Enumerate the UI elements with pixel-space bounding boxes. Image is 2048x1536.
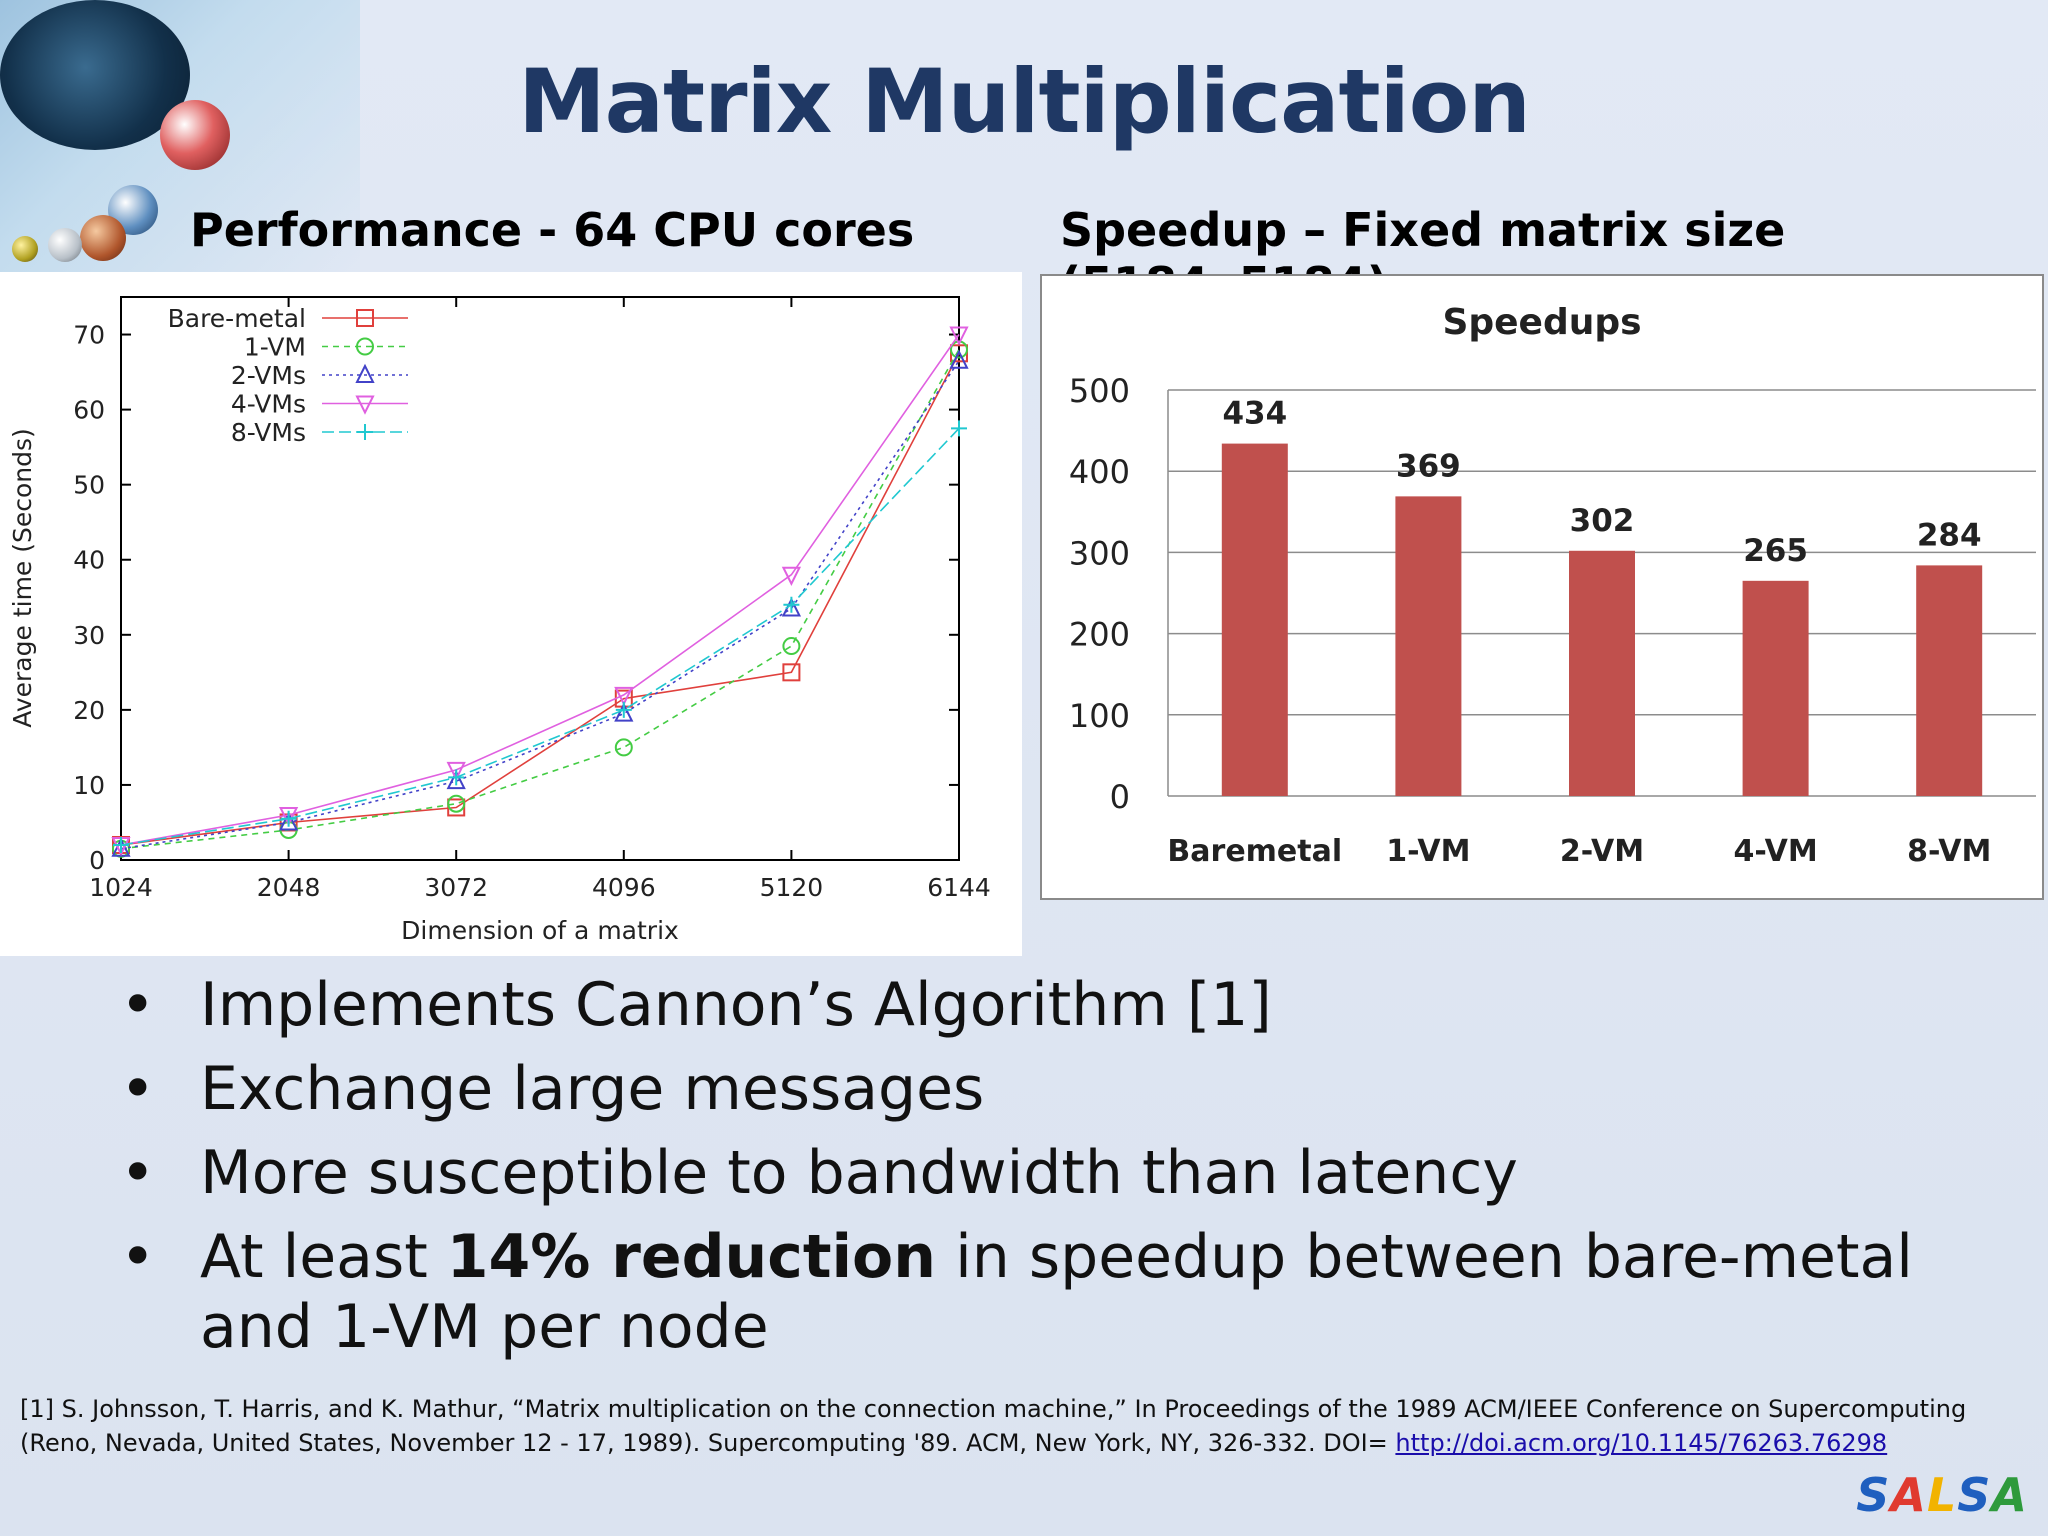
category-label: 2-VM — [1560, 834, 1644, 869]
bar-value-label: 265 — [1743, 533, 1808, 569]
data-point — [356, 309, 374, 327]
logo-letter: L — [1926, 1468, 1958, 1522]
bar-value-label: 434 — [1222, 396, 1287, 432]
globe-icon — [48, 228, 82, 262]
y-tick-label: 300 — [1069, 534, 1130, 572]
plot-frame — [120, 296, 960, 861]
series-line — [120, 360, 960, 850]
x-tick-label: 5120 — [760, 873, 824, 902]
bullet-text: At least — [200, 1222, 447, 1292]
y-tick-label: 60 — [73, 396, 105, 425]
bar — [1221, 443, 1288, 796]
logo-letter: A — [1991, 1468, 2028, 1522]
y-tick-label: 50 — [73, 471, 105, 500]
x-tick-label: 2048 — [257, 873, 321, 902]
bullet-item: Exchange large messages — [120, 1054, 2020, 1124]
legend-label: 2-VMs — [231, 361, 306, 390]
data-point — [447, 794, 466, 813]
citation-text: [1] S. Johnsson, T. Harris, and K. Mathu… — [20, 1395, 1967, 1457]
y-tick-label: 100 — [1069, 697, 1130, 735]
data-point — [355, 395, 375, 415]
y-tick-label: 0 — [89, 846, 105, 875]
series-line — [120, 427, 960, 846]
x-tick-label: 1024 — [89, 873, 153, 902]
slide-title: Matrix Multiplication — [518, 50, 1531, 153]
bar-value-label: 284 — [1917, 517, 1982, 553]
category-label: 8-VM — [1907, 834, 1991, 869]
y-tick-label: 20 — [73, 696, 105, 725]
globe-icon — [12, 236, 38, 262]
data-point — [355, 363, 375, 383]
globe-icon — [160, 100, 230, 170]
y-tick-label: 400 — [1069, 453, 1130, 491]
data-point — [446, 761, 466, 782]
bar — [1742, 580, 1809, 796]
bullet-list: Implements Cannon’s Algorithm [1] Exchan… — [120, 970, 2020, 1376]
data-point — [280, 810, 297, 827]
bar-value-label: 369 — [1396, 448, 1461, 484]
y-tick-label: 70 — [73, 321, 105, 350]
globe-icon — [80, 215, 126, 261]
bar-chart-title: Speedups — [1442, 302, 1641, 343]
x-tick-label: 6144 — [927, 873, 991, 902]
x-tick-label: 3072 — [424, 873, 488, 902]
y-tick-label: 30 — [73, 621, 105, 650]
data-point — [356, 337, 374, 356]
data-point — [278, 806, 299, 827]
bar-value-label: 302 — [1570, 503, 1635, 539]
data-point — [949, 349, 969, 369]
citation-footnote: [1] S. Johnsson, T. Harris, and K. Mathu… — [20, 1392, 2020, 1460]
category-label: Baremetal — [1167, 834, 1342, 869]
x-axis-title: Dimension of a matrix — [401, 916, 679, 945]
speedup-bar-chart: Speedups 0 100 200 300 400 500 434 Baremetal 36… — [1040, 274, 2044, 900]
legend-label: 1-VM — [244, 333, 306, 362]
data-point — [615, 701, 632, 718]
data-point — [357, 424, 373, 440]
data-point — [951, 420, 967, 437]
performance-subtitle: Performance - 64 CPU cores — [190, 203, 915, 257]
bullet-item: More susceptible to bandwidth than laten… — [120, 1138, 2020, 1208]
data-point — [782, 663, 801, 682]
y-tick-label: 500 — [1069, 372, 1130, 410]
bullet-emphasis: 14% reduction — [446, 1222, 936, 1292]
y-tick-label: 0 — [1110, 778, 1130, 816]
corner-decoration — [0, 0, 360, 275]
data-point — [113, 836, 129, 853]
data-point — [448, 769, 465, 786]
y-tick-label: 200 — [1069, 616, 1130, 654]
category-label: 1-VM — [1386, 834, 1470, 869]
bullet-item: Implements Cannon’s Algorithm [1] — [120, 970, 2020, 1040]
data-point — [782, 637, 801, 656]
data-point — [446, 769, 466, 790]
legend-label: 4-VMs — [231, 390, 306, 419]
category-label: 4-VM — [1733, 834, 1817, 869]
data-point — [614, 702, 634, 722]
x-tick-label: 4096 — [592, 873, 656, 902]
data-point — [614, 686, 634, 707]
bar — [1916, 565, 1983, 796]
legend-label: 8-VMs — [231, 418, 306, 447]
bullet-text: in speedup between bare-metal and 1-VM p… — [200, 1222, 1913, 1362]
bar — [1395, 496, 1462, 796]
logo-letter: S — [1957, 1468, 1992, 1522]
series-line — [120, 334, 960, 846]
data-point — [278, 811, 299, 831]
y-tick-label: 40 — [73, 546, 105, 575]
y-axis-title: Average time (Seconds) — [8, 428, 37, 728]
data-point — [781, 566, 802, 586]
data-point — [614, 738, 633, 757]
salsa-logo: SALSA — [1856, 1468, 2028, 1522]
performance-line-chart: 0 10 20 30 40 50 60 70 1024 2048 3072 4096 5120 6144 … — [0, 272, 1022, 956]
y-tick-label: 10 — [73, 771, 105, 800]
legend-label: Bare-metal — [168, 304, 306, 333]
bullet-item: At least 14% reduction in speedup betwee… — [120, 1222, 2020, 1362]
logo-letter: S — [1856, 1468, 1891, 1522]
globe-icon — [0, 0, 190, 150]
logo-letter: A — [1890, 1468, 1927, 1522]
bar — [1569, 550, 1635, 796]
data-point — [783, 596, 800, 613]
doi-link[interactable]: http://doi.acm.org/10.1145/76263.76298 — [1395, 1429, 1888, 1457]
data-point — [949, 326, 969, 346]
